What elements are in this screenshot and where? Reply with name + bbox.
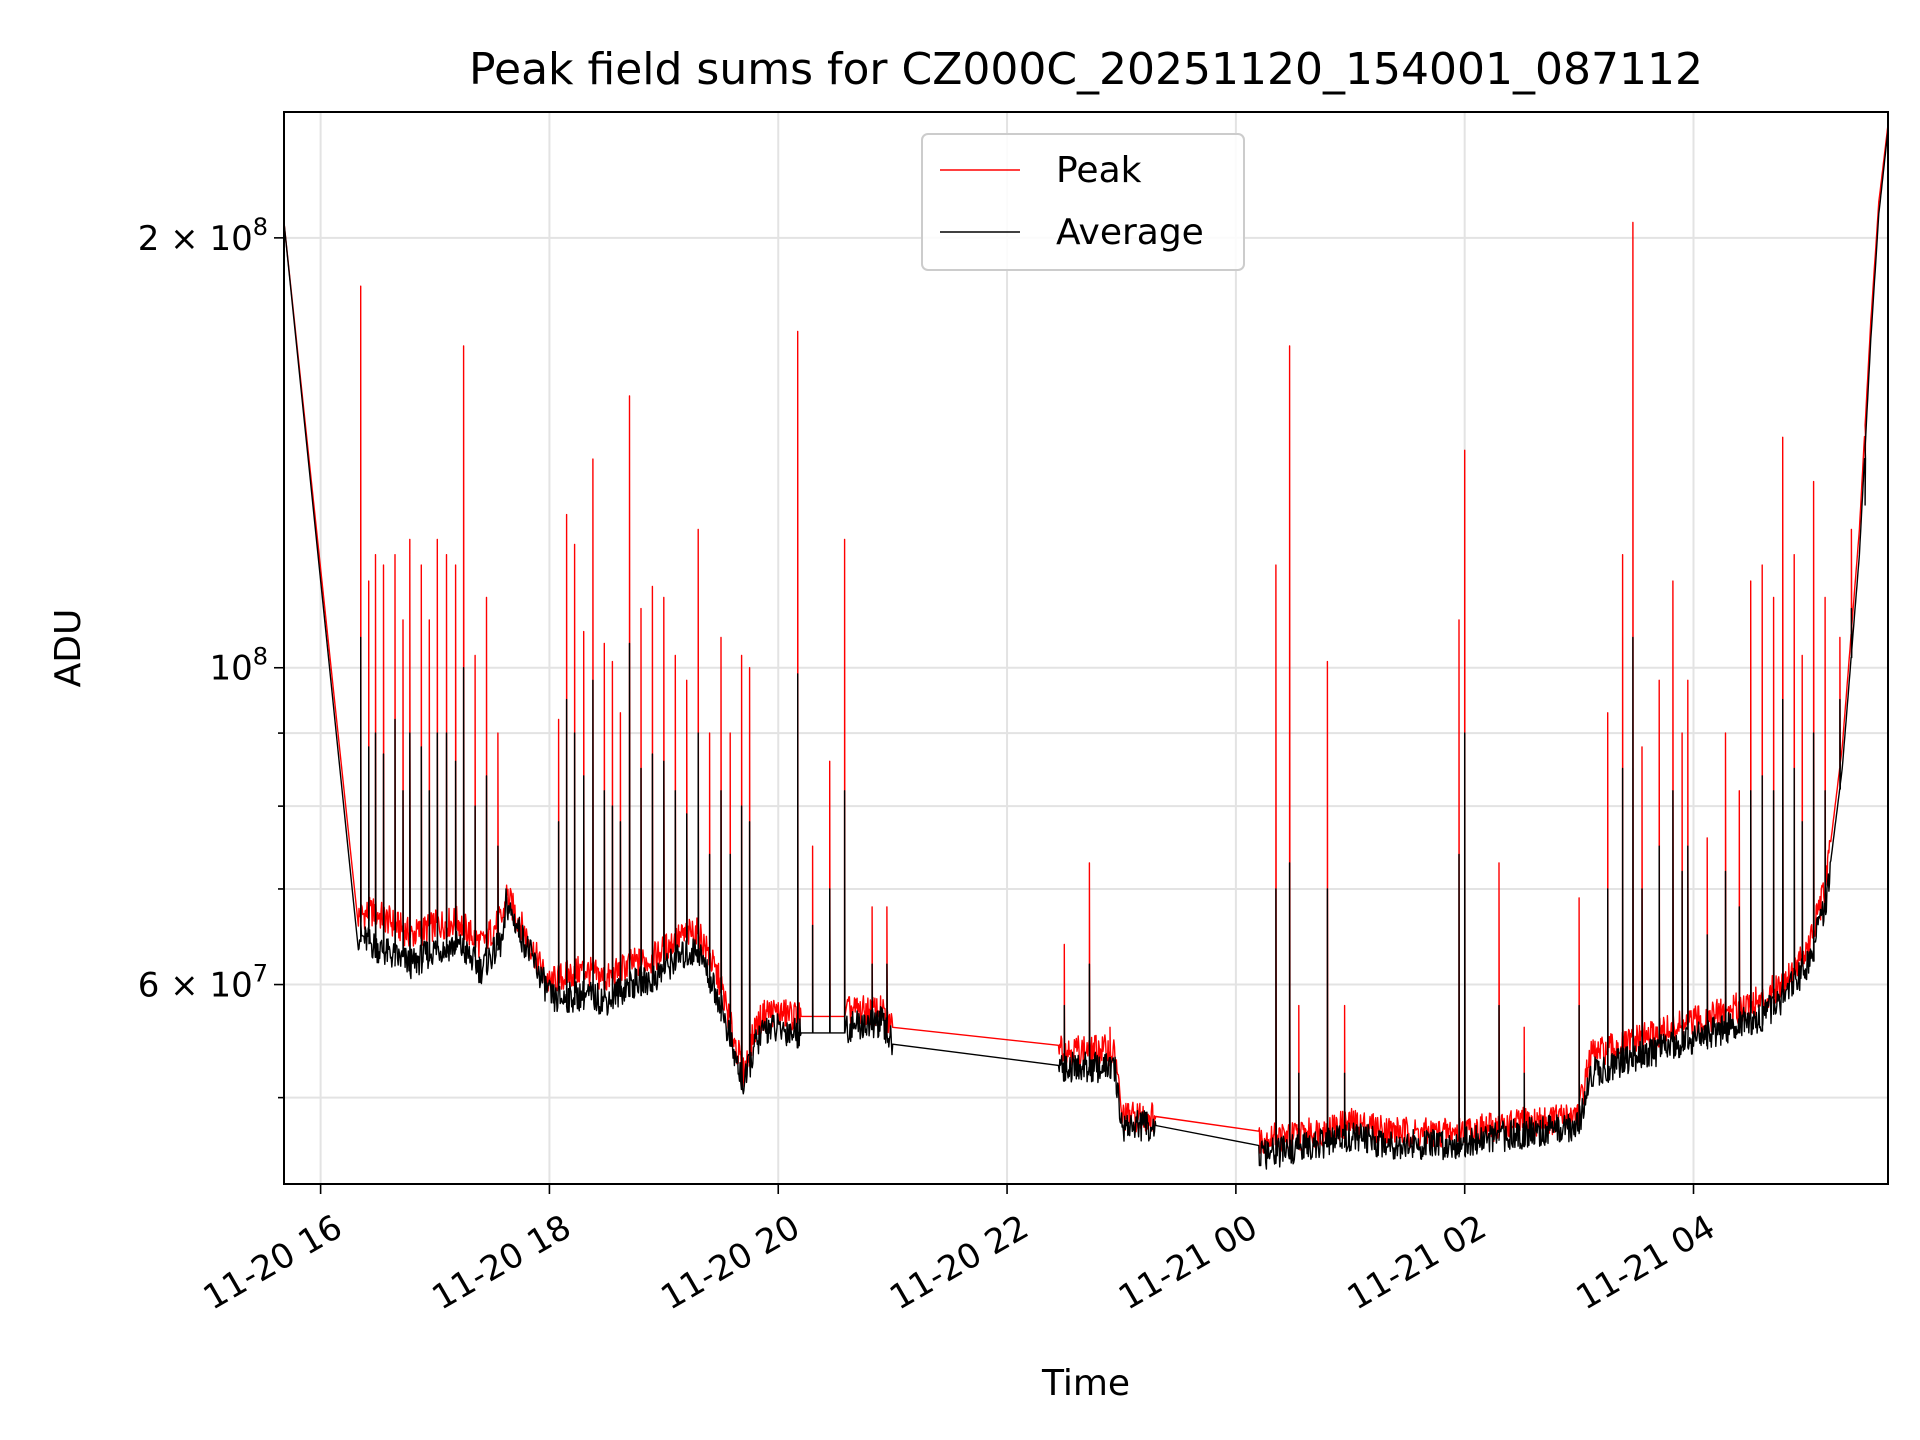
chart-title: Peak field sums for CZ000C_20251120_1540… <box>469 44 1703 95</box>
plot-frame <box>283 111 1889 1185</box>
legend: Peak Average <box>921 133 1245 271</box>
plot-area <box>284 112 1888 1184</box>
legend-label-average: Average <box>1056 212 1204 253</box>
legend-frame <box>921 133 1245 271</box>
y-tick-label: 2 × 108 <box>138 213 268 259</box>
y-axis-label: ADU <box>48 609 89 688</box>
series-line-average <box>283 129 1889 1170</box>
y-tick-label: 6 × 107 <box>138 960 268 1006</box>
series-layer <box>283 124 1889 1170</box>
legend-label-peak: Peak <box>1056 150 1142 191</box>
x-axis-label: Time <box>1041 1363 1130 1404</box>
